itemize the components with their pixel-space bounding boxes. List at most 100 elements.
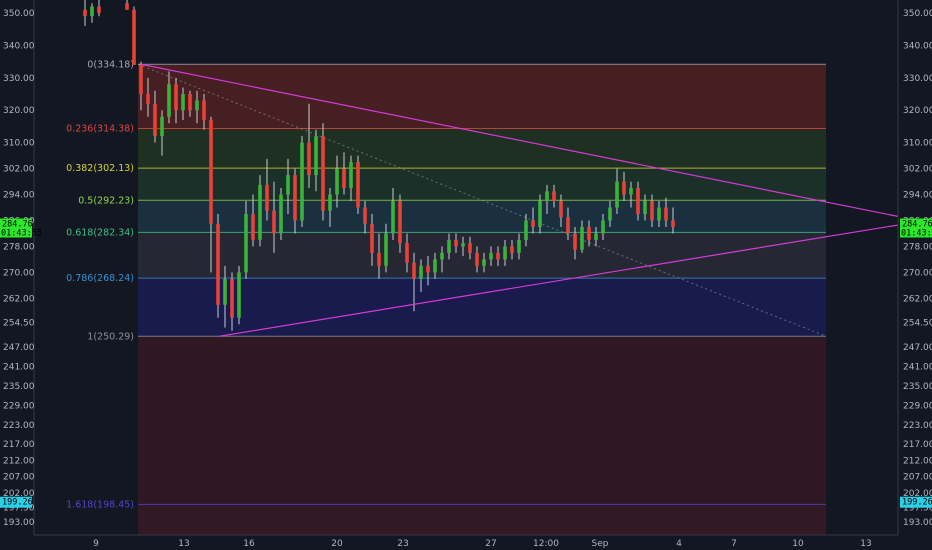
candle-body-48 xyxy=(440,252,444,260)
y-tick-left-1: 340.00 xyxy=(3,41,35,51)
y-tick-left-21: 197.50 xyxy=(3,503,35,513)
candle-body-60 xyxy=(524,220,528,240)
y-tick-left-15: 229.00 xyxy=(3,401,35,411)
candles-layer xyxy=(83,0,675,331)
candle-body-49 xyxy=(447,239,451,253)
x-tick-9: 7 xyxy=(731,539,737,549)
x-tick-2: 16 xyxy=(243,539,255,549)
fib-label-0.236: 0.236(314.38) xyxy=(66,123,134,134)
candle-body-19 xyxy=(237,272,241,318)
y-tick-right-19: 207.00 xyxy=(903,473,932,483)
candle-body-37 xyxy=(363,207,367,224)
candle-body-31 xyxy=(321,136,325,211)
candle-body-57 xyxy=(503,246,507,260)
candle-body-76 xyxy=(636,188,640,214)
candle-body-28 xyxy=(300,142,304,221)
y-tick-right-8: 278.00 xyxy=(903,242,932,252)
candle-body-78 xyxy=(650,201,654,221)
candle-body-42 xyxy=(398,201,402,244)
candle-body-30 xyxy=(314,136,318,176)
y-tick-right-6: 294.00 xyxy=(903,191,932,201)
candle-body-12 xyxy=(188,94,192,111)
candle-body-22 xyxy=(258,184,262,240)
candle-body-45 xyxy=(419,265,423,279)
current-price-badge-left xyxy=(0,218,32,238)
y-tick-right-17: 217.00 xyxy=(903,440,932,450)
y-tick-right-5: 302.00 xyxy=(903,165,932,175)
fib-zone-0.5 xyxy=(138,200,826,233)
fib-label-0.5: 0.5(292.23) xyxy=(78,195,134,206)
candle-body-5 xyxy=(139,64,143,95)
fib-label-0.382: 0.382(302.13) xyxy=(66,163,134,174)
y-tick-left-14: 235.00 xyxy=(3,382,35,392)
y-tick-left-10: 262.00 xyxy=(3,294,35,304)
y-tick-right-18: 212.00 xyxy=(903,456,932,466)
y-tick-right-21: 197.50 xyxy=(903,503,932,513)
current-price-value-right: 284.76 xyxy=(902,220,932,230)
candle-body-44 xyxy=(412,262,416,279)
fib-trend-line xyxy=(137,63,827,337)
candle-body-67 xyxy=(573,233,577,250)
x-tick-6: 12:00 xyxy=(533,539,559,549)
y-tick-right-13: 241.00 xyxy=(903,362,932,372)
candle-body-17 xyxy=(223,278,227,305)
target-price-badge-right xyxy=(900,496,932,508)
target-price-value-left: 199.26 xyxy=(2,498,33,508)
candle-body-47 xyxy=(433,259,437,273)
candle-body-75 xyxy=(629,188,633,195)
triangle-lower-line[interactable] xyxy=(219,220,922,337)
candle-body-55 xyxy=(489,252,493,260)
x-tick-4: 23 xyxy=(397,539,408,549)
y-tick-left-20: 202.00 xyxy=(3,489,35,499)
candle-body-10 xyxy=(174,84,178,111)
candle-body-50 xyxy=(454,239,458,247)
fib-label-1: 1(250.29) xyxy=(87,331,134,342)
candle-body-80 xyxy=(664,207,668,221)
candle-body-23 xyxy=(265,184,269,211)
candle-body-20 xyxy=(244,214,248,273)
candle-body-27 xyxy=(293,175,297,221)
x-tick-8: 4 xyxy=(676,539,682,549)
candle-body-53 xyxy=(475,252,479,266)
right-axis-bg xyxy=(898,0,932,550)
x-tick-7: Sep xyxy=(592,539,609,549)
candle-body-3 xyxy=(125,3,129,10)
y-tick-left-0: 350.00 xyxy=(3,9,35,19)
y-tick-left-16: 223.00 xyxy=(3,421,35,431)
y-tick-right-9: 270.00 xyxy=(903,268,932,278)
candle-body-64 xyxy=(552,191,556,202)
countdown-right: 01:43:53 xyxy=(901,229,932,239)
y-tick-left-19: 207.00 xyxy=(3,473,35,483)
x-tick-10: 10 xyxy=(792,539,804,549)
triangle-upper-line[interactable] xyxy=(140,63,922,222)
candle-body-58 xyxy=(510,246,514,253)
candle-body-7 xyxy=(153,103,157,137)
candle-body-6 xyxy=(146,94,150,104)
candle-body-34 xyxy=(342,168,346,189)
candle-body-81 xyxy=(671,220,675,227)
candle-body-41 xyxy=(391,201,395,234)
y-tick-right-4: 310.00 xyxy=(903,139,932,149)
candle-body-29 xyxy=(307,142,311,176)
fib-label-1.618: 1.618(198.45) xyxy=(66,499,134,510)
y-tick-left-2: 330.00 xyxy=(3,74,35,84)
fib-zone-1 xyxy=(138,336,826,505)
x-tick-5: 27 xyxy=(485,539,496,549)
candle-body-39 xyxy=(377,252,381,266)
candle-body-16 xyxy=(216,223,220,305)
y-tick-right-12: 247.00 xyxy=(903,343,932,353)
candle-body-70 xyxy=(594,233,598,240)
candle-body-26 xyxy=(286,175,290,195)
fib-zone-0.618 xyxy=(138,232,826,279)
candle-body-65 xyxy=(559,201,563,218)
y-tick-left-4: 310.00 xyxy=(3,139,35,149)
fib-zone-0.786 xyxy=(138,278,826,337)
candle-body-4 xyxy=(132,9,136,65)
y-tick-right-1: 340.00 xyxy=(903,41,932,51)
candle-body-35 xyxy=(349,162,353,189)
candle-body-63 xyxy=(545,191,549,202)
fib-zone-top xyxy=(138,64,826,129)
target-price-value-right: 199.26 xyxy=(902,498,932,508)
candle-body-73 xyxy=(615,181,619,208)
